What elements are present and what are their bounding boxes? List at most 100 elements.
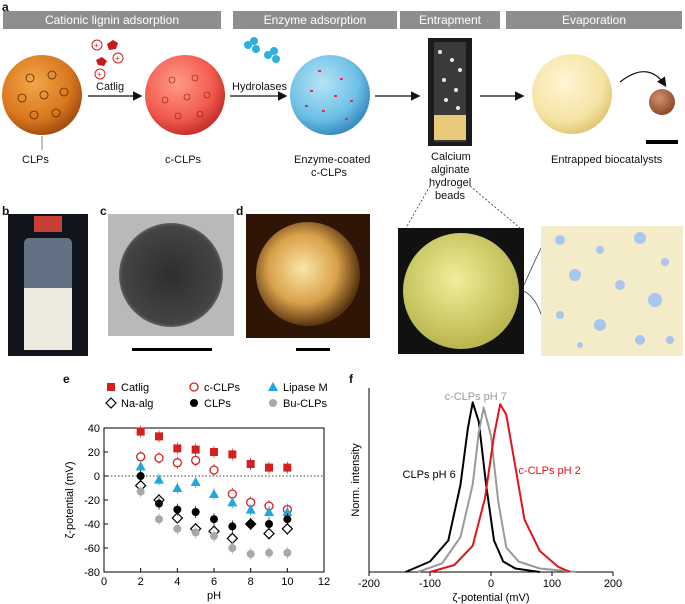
data-point [172,483,183,492]
y-tick-label: -40 [84,519,100,531]
hydrolase-molecules [244,37,280,63]
surface-zoom-image [541,226,683,356]
x-tick-label: 2 [138,576,144,588]
x-tick-label: 0 [101,576,107,588]
panel-letter-c: c [100,204,107,218]
series-clps [136,470,292,533]
legend-label: CLPs [204,398,231,410]
tem-scale-bar [132,348,212,351]
label-entrapped: Entrapped biocatalysts [551,154,663,166]
y-tick-label: -80 [84,567,100,579]
legend-marker [268,382,278,391]
x-tick-label: 100 [543,578,561,590]
data-point [265,548,273,557]
zeta-distribution-chart: -200 -100 0 100 200 ζ-potential (mV) Norm. int… [350,388,622,604]
afm-scale-bar [296,348,330,351]
data-point [154,453,164,463]
arrow-label-catlig: Catlig [96,81,125,93]
data-point [191,528,200,537]
series-c-clps [136,450,292,516]
legend-label: Bu-CLPs [283,398,328,410]
data-point [136,452,146,462]
data-point [173,444,182,453]
panel-letter-d: d [236,204,244,218]
data-point [173,524,182,533]
panel-letter-e: e [63,372,70,386]
data-point [173,505,182,514]
legend-marker [190,399,198,407]
label-beads-4: beads [435,190,465,202]
entrapped-biocatalyst-bead [649,89,675,115]
data-point [172,458,182,468]
data-point [245,504,256,514]
annotation-cclps-ph7: c-CLPs pH 7 [445,391,507,403]
legend-item: c-CLPs [189,382,241,394]
y-tick-label: 40 [88,423,100,435]
data-point [263,527,275,540]
data-point [136,472,145,480]
y-axis-label: ζ-potential (mV) [64,462,76,539]
x-tick-label: 4 [174,576,180,588]
legend-item: Bu-CLPs [269,398,328,410]
x-tick-label: 10 [281,576,293,588]
data-point [210,515,218,524]
data-point [226,532,239,545]
enzyme-coated-sphere [290,55,370,135]
data-point [136,487,145,496]
data-point [210,532,218,540]
legend-marker [105,397,117,409]
data-point [191,508,200,516]
legend-marker [189,382,199,392]
y-tick-label: 0 [94,471,100,483]
legend-label: Catlig [121,382,149,394]
y-tick-label: -20 [84,495,100,507]
data-point [283,515,292,524]
data-point [228,522,237,531]
data-point [246,550,255,558]
label-cclps: c-CLPs [165,154,202,166]
label-enzyme-coated-2: c-CLPs [311,167,348,179]
data-point [135,461,146,471]
legend-label: Na-alg [121,398,153,410]
header-evaporation: Evaporation [506,11,682,29]
data-point [155,499,163,508]
x-axis-label: ζ-potential (mV) [453,592,530,604]
scale-bar [646,140,678,144]
label-enzyme-coated-1: Enzyme-coated [294,154,371,166]
legend-item: Lipase M [268,382,328,394]
svg-text:+: + [115,54,120,63]
series-line-c-clps-ph-2 [429,403,571,573]
series-line-clps-ph-6 [405,401,540,573]
data-point [282,507,293,516]
legend-marker [269,399,277,407]
label-beads-2: alginate [431,164,470,176]
series-catlig [136,425,292,474]
y-tick-label: 20 [88,447,100,459]
data-point [209,465,219,475]
x-tick-label: 12 [318,576,330,588]
label-beads-3: hydrogel [429,177,472,189]
x-tick-label: 8 [248,576,254,588]
data-point [228,450,237,459]
panel-letter-b: b [2,204,10,218]
label-beads-1: Calcium [431,151,471,163]
data-point [227,497,238,507]
annotation-cclps-ph2: c-CLPs pH 2 [518,465,580,477]
zeta-ph-chart: 0 2 4 6 8 10 12 -80 -60 -40 -20 0 20 40 pH ζ-potential … [64,382,330,602]
data-point [154,474,164,484]
svg-text:+: + [94,41,99,50]
x-tick-label: -100 [419,578,441,590]
panel-letter-f: f [349,372,353,386]
series-bu-clps [136,485,292,560]
data-point [209,489,219,498]
catlig-molecules: + + + [91,39,124,80]
cclps-sphere [145,55,225,135]
header-cationic-lignin: Cationic lignin adsorption [3,11,221,29]
data-point [190,477,201,486]
data-point [191,455,201,466]
x-tick-label: 0 [488,578,494,590]
annotation-clps-ph6: CLPs pH 6 [403,469,456,481]
data-point [246,520,255,528]
series-line-c-clps-ph-7 [417,406,577,573]
